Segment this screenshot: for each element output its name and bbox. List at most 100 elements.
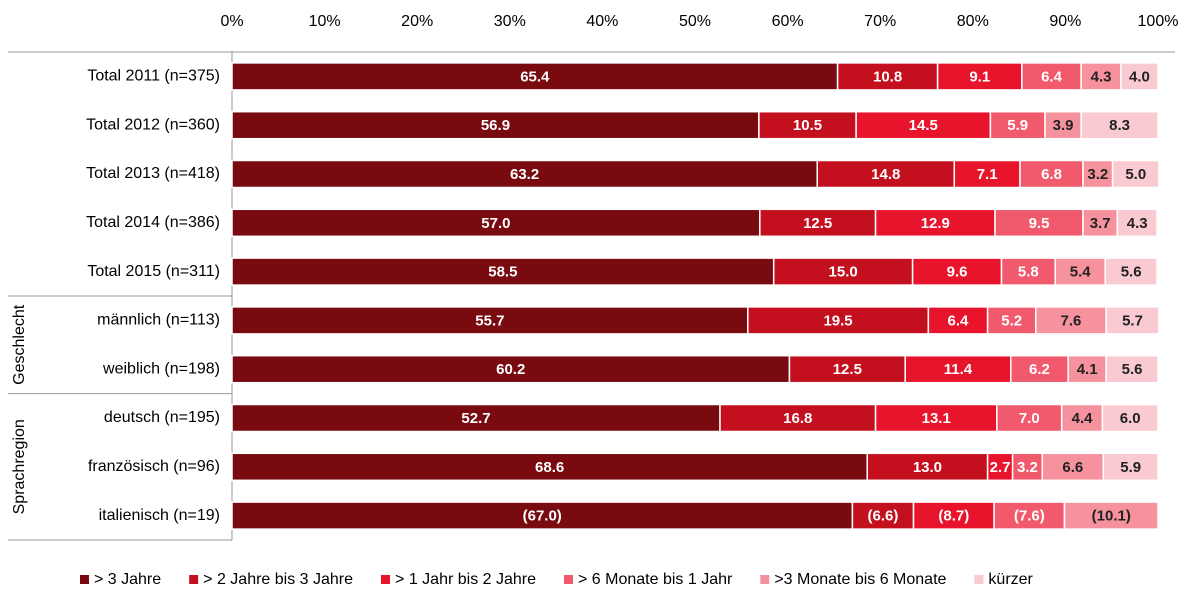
x-tick-label: 0% — [220, 13, 243, 30]
legend-swatch — [974, 575, 984, 584]
bar-segment — [1104, 257, 1158, 286]
bar-segment — [231, 159, 818, 189]
bar-segment — [1054, 257, 1106, 286]
legend-swatch — [189, 575, 199, 584]
bar-segment — [855, 110, 992, 140]
legend-label: > 3 Jahre — [94, 571, 161, 588]
value-label: 9.5 — [1029, 215, 1050, 232]
value-label: 57.0 — [481, 215, 510, 232]
y-tick-label: deutsch (n=195) — [104, 409, 220, 426]
bar-segment — [772, 257, 914, 286]
bar-segment — [1035, 306, 1107, 335]
bar-segment — [1019, 159, 1084, 189]
bar-segment — [231, 501, 854, 530]
value-label: 52.7 — [461, 410, 490, 427]
bar-segment — [1116, 208, 1158, 238]
bar-segment — [994, 208, 1084, 238]
legend-swatch — [381, 575, 391, 584]
bar-segment — [866, 452, 989, 482]
value-label: 4.3 — [1091, 68, 1112, 85]
value-label: 7.6 — [1061, 312, 1082, 329]
x-tick-label: 10% — [309, 13, 341, 30]
x-tick-label: 50% — [679, 13, 711, 30]
value-label: 5.9 — [1007, 117, 1028, 134]
value-label: 2.7 — [990, 459, 1011, 476]
bar-segment — [1105, 354, 1159, 384]
value-label: 56.9 — [481, 117, 510, 134]
value-label: (10.1) — [1092, 508, 1131, 525]
value-label: 15.0 — [829, 264, 858, 281]
value-label: 5.6 — [1121, 264, 1142, 281]
y-tick-label: Total 2011 (n=375) — [87, 68, 220, 85]
value-label: 6.0 — [1120, 410, 1141, 427]
value-label: (7.6) — [1014, 508, 1045, 525]
bar-segment — [1105, 306, 1160, 335]
value-label: 8.3 — [1109, 117, 1130, 134]
value-label: 13.1 — [922, 410, 951, 427]
value-label: 5.9 — [1120, 459, 1141, 476]
value-label: 68.6 — [535, 459, 564, 476]
bar-segment — [1044, 110, 1082, 140]
bar-segment — [788, 354, 906, 384]
value-label: 58.5 — [488, 264, 517, 281]
value-label: 6.8 — [1041, 166, 1062, 183]
bar-segment — [719, 403, 877, 433]
bar-segment — [874, 403, 998, 433]
value-label: 11.4 — [944, 361, 973, 378]
x-tick-label: 20% — [401, 13, 433, 30]
value-label: 5.8 — [1018, 264, 1039, 281]
x-tick-label: 80% — [957, 13, 989, 30]
bar-segment — [1101, 403, 1159, 433]
x-tick-label: 40% — [586, 13, 618, 30]
value-label: 5.4 — [1070, 264, 1092, 281]
bar-segment — [1080, 110, 1159, 140]
y-tick-label: italienisch (n=19) — [99, 507, 220, 524]
bar-segment — [993, 501, 1066, 530]
value-label: 3.2 — [1087, 166, 1108, 183]
x-tick-label: 100% — [1138, 13, 1179, 30]
x-tick-label: 60% — [772, 13, 804, 30]
y-tick-label: männlich (n=113) — [97, 312, 220, 329]
x-tick-label: 30% — [494, 13, 526, 30]
value-label: 3.7 — [1090, 215, 1111, 232]
bar-segment — [231, 208, 761, 238]
y-tick-label: französisch (n=96) — [88, 458, 220, 475]
value-label: 4.0 — [1129, 68, 1150, 85]
bar-segment — [231, 452, 868, 482]
value-label: (6.6) — [868, 508, 899, 525]
bar-segment — [1111, 159, 1160, 189]
value-label: 55.7 — [475, 312, 504, 329]
value-label: 5.7 — [1122, 312, 1143, 329]
value-label: 6.4 — [1041, 68, 1063, 85]
value-label: 14.5 — [909, 117, 938, 134]
bar-segment — [231, 110, 760, 140]
value-label: 5.6 — [1122, 361, 1143, 378]
bar-segment — [1102, 452, 1159, 482]
value-label: (67.0) — [523, 508, 562, 525]
value-label: 4.3 — [1127, 215, 1148, 232]
value-label: 12.5 — [833, 361, 862, 378]
value-label: 16.8 — [783, 410, 812, 427]
bar-segment — [747, 306, 930, 335]
value-label: 65.4 — [520, 68, 550, 85]
value-label: 10.8 — [873, 68, 902, 85]
bar-segment — [1082, 208, 1119, 238]
bar-segment — [1080, 62, 1122, 91]
value-label: 12.9 — [921, 215, 950, 232]
value-label: 6.2 — [1029, 361, 1050, 378]
value-label: 9.1 — [969, 68, 990, 85]
legend-label: kürzer — [988, 571, 1033, 588]
bar-segment — [231, 403, 721, 433]
value-label: 3.2 — [1017, 459, 1038, 476]
value-label: 60.2 — [496, 361, 525, 378]
value-label: 5.2 — [1001, 312, 1022, 329]
legend-label: > 6 Monate bis 1 Jahr — [578, 571, 733, 588]
y-tick-label: Total 2012 (n=360) — [86, 116, 220, 133]
legend-swatch — [80, 575, 89, 584]
y-tick-label: weiblich (n=198) — [102, 360, 220, 377]
legend-label: > 1 Jahr bis 2 Jahre — [395, 571, 536, 588]
legend-swatch — [760, 575, 770, 584]
value-label: 9.6 — [947, 264, 968, 281]
bar-segment — [1041, 452, 1105, 482]
